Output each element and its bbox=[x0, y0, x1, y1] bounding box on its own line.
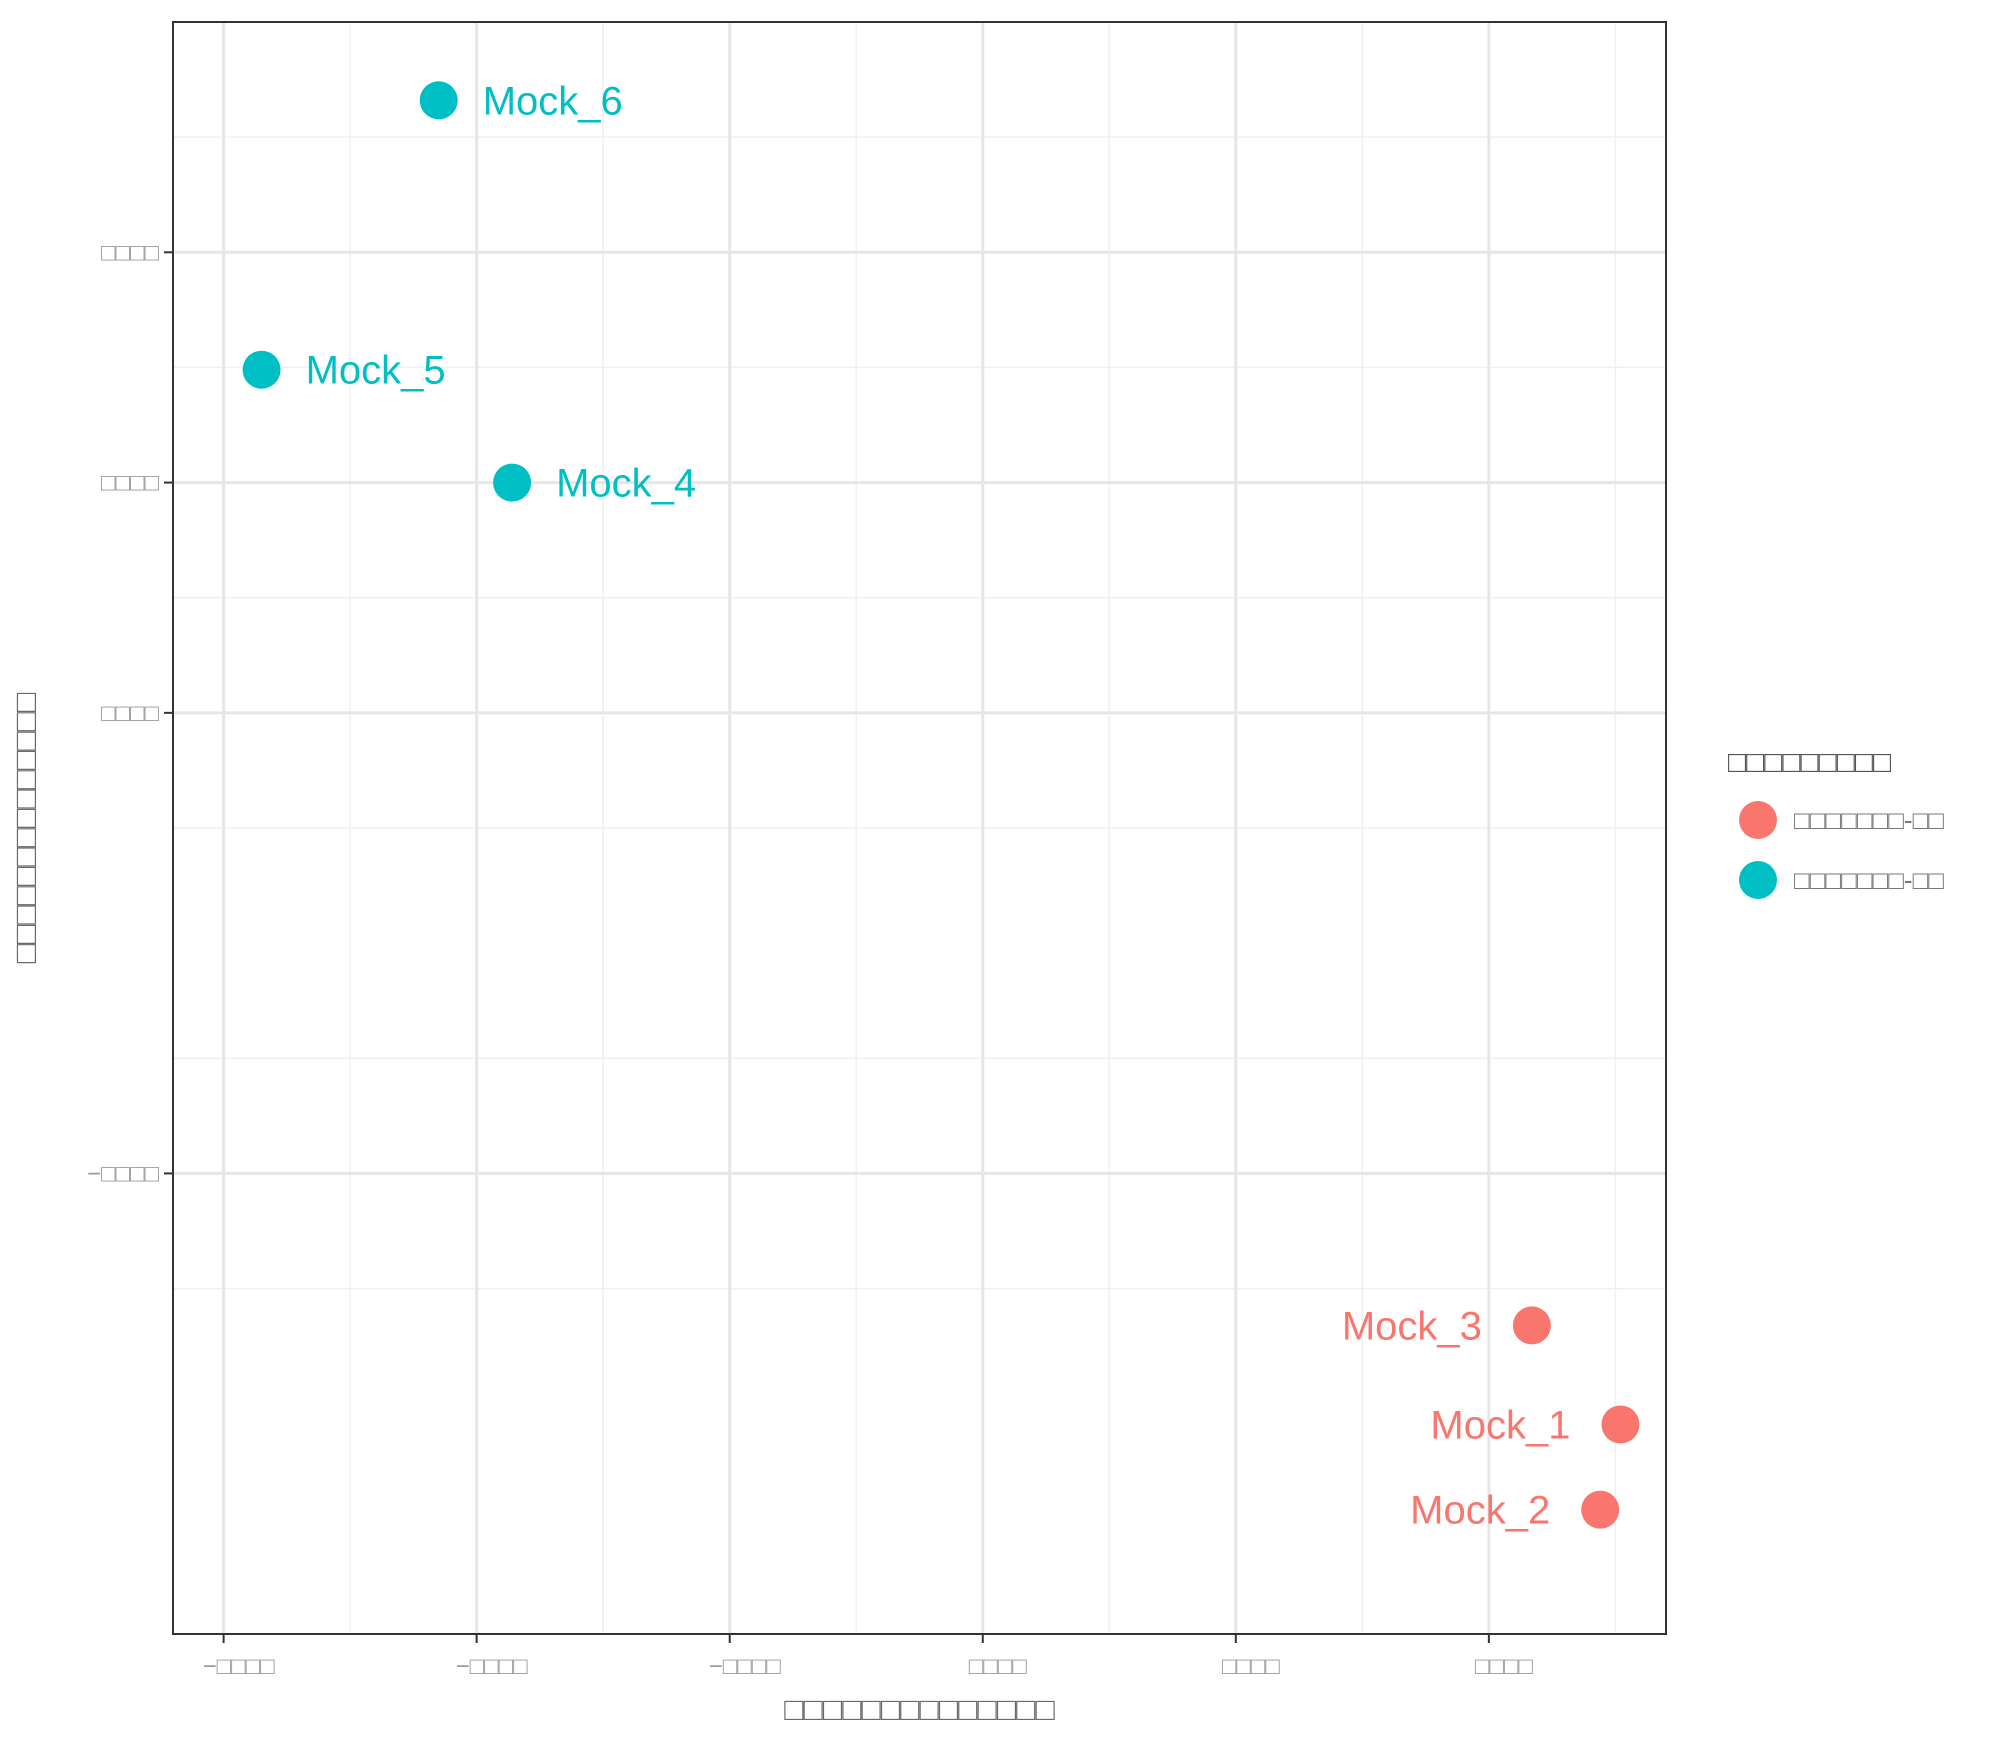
data-point bbox=[1512, 1306, 1551, 1345]
y-tick-label: □□□□ bbox=[101, 239, 159, 266]
data-points: Mock_1 Mock_2 Mock_3 Mock_4 Mock_5 Mock_6 bbox=[242, 79, 1640, 1533]
point-label: Mock_2 bbox=[1410, 1489, 1550, 1533]
data-point bbox=[419, 81, 458, 120]
x-axis-title: □□□□□□□□□□□□□□ bbox=[784, 1691, 1055, 1727]
legend-title: □□□□□□□□□ bbox=[1728, 746, 1892, 779]
legend-entry-label: □□□□□□□-□□ bbox=[1794, 805, 1944, 835]
data-point bbox=[493, 463, 532, 502]
y-tick-label: □□□□ bbox=[101, 700, 159, 727]
y-axis-title: □□□□□□□□□□□□□□ bbox=[7, 692, 43, 963]
x-tick-label: −□□□□ bbox=[203, 1653, 276, 1680]
legend: □□□□□□□□□ □□□□□□□-□□ □□□□□□□-□□ bbox=[1728, 746, 1944, 899]
legend-key bbox=[1739, 861, 1777, 899]
x-tick-label: −□□□□ bbox=[709, 1653, 782, 1680]
x-tick-label: □□□□ bbox=[1222, 1653, 1280, 1680]
point-label: Mock_4 bbox=[556, 462, 696, 506]
plot-panel-border bbox=[172, 21, 1667, 1635]
data-point bbox=[242, 350, 281, 389]
x-tick-label: □□□□ bbox=[1475, 1653, 1533, 1680]
x-tick-label: □□□□ bbox=[969, 1653, 1027, 1680]
point-label: Mock_1 bbox=[1430, 1403, 1570, 1447]
y-tick-label: −□□□□ bbox=[87, 1160, 160, 1187]
point-label: Mock_6 bbox=[483, 79, 623, 123]
x-tick-label: −□□□□ bbox=[456, 1653, 529, 1680]
point-label: Mock_5 bbox=[306, 349, 446, 393]
grid-lines bbox=[173, 22, 1666, 1634]
data-point bbox=[1581, 1490, 1620, 1529]
legend-entry-label: □□□□□□□-□□ bbox=[1794, 865, 1944, 895]
y-tick-label: □□□□ bbox=[101, 470, 159, 497]
legend-key bbox=[1739, 801, 1777, 839]
axis-ticks: −□□□□ −□□□□ −□□□□ □□□□ □□□□ □□□□ −□□□□ □□□□ □□□□… bbox=[87, 239, 1533, 1680]
data-point bbox=[1601, 1405, 1640, 1444]
point-label: Mock_3 bbox=[1342, 1304, 1482, 1348]
